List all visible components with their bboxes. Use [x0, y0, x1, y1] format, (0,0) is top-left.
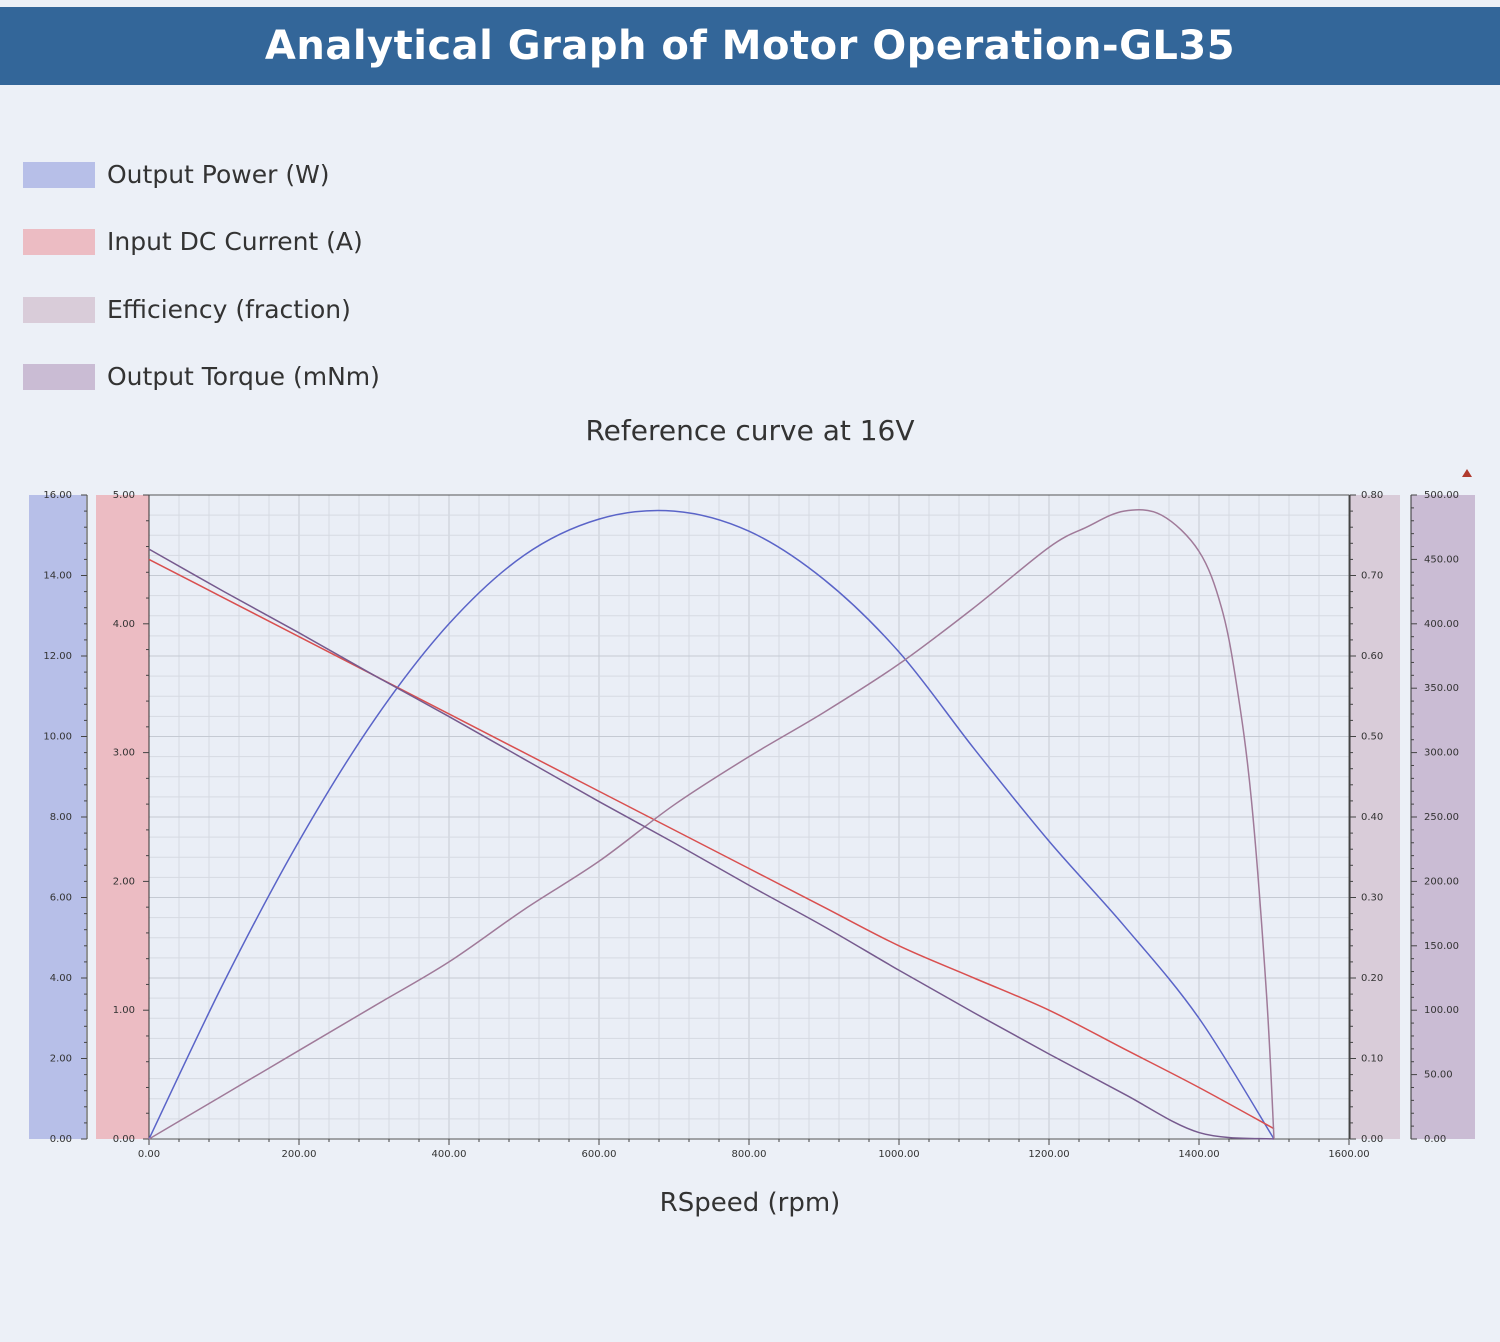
y-tick-label-efficiency: 0.70 [1361, 571, 1383, 582]
axis-band-torque [1411, 495, 1475, 1139]
y-tick-label-efficiency: 0.40 [1361, 812, 1383, 823]
y-tick-label-power: 2.00 [50, 1054, 72, 1065]
axis-marker-icon [1462, 469, 1472, 477]
chart-header-banner: Analytical Graph of Motor Operation-GL35 [0, 7, 1500, 85]
y-tick-label-power: 8.00 [50, 812, 72, 823]
y-tick-label-power: 10.00 [43, 732, 72, 743]
y-tick-label-efficiency: 0.20 [1361, 973, 1383, 984]
y-tick-label-current: 0.00 [113, 1134, 135, 1145]
chart-subtitle: Reference curve at 16V [585, 414, 915, 447]
x-tick-label: 800.00 [732, 1149, 767, 1160]
y-tick-label-current: 3.00 [113, 748, 135, 759]
series-line-power [148, 509, 1275, 1140]
y-tick-label-torque: 450.00 [1424, 554, 1459, 565]
legend-swatch-input-current [23, 228, 95, 255]
y-tick-label-current: 1.00 [113, 1005, 135, 1016]
y-tick-label-torque: 100.00 [1424, 1005, 1459, 1016]
x-tick-label: 1200.00 [1028, 1149, 1069, 1160]
series-line-torque [148, 548, 1275, 1140]
y-tick-label-efficiency: 0.10 [1361, 1054, 1383, 1065]
y-tick-label-power: 6.00 [50, 893, 72, 904]
legend-swatch-output-torque [23, 363, 95, 390]
y-tick-label-efficiency: 0.30 [1361, 893, 1383, 904]
x-tick-label: 1600.00 [1328, 1149, 1369, 1160]
y-tick-label-efficiency: 0.50 [1361, 732, 1383, 743]
axis-band-power [29, 495, 86, 1139]
series-line-current [148, 558, 1275, 1130]
x-tick-label: 1400.00 [1178, 1149, 1219, 1160]
y-tick-label-torque: 500.00 [1424, 490, 1459, 501]
series-line-efficiency [148, 508, 1275, 1140]
axis-band-current [96, 495, 149, 1139]
legend-label-output-torque: Output Torque (mNm) [107, 362, 380, 391]
x-tick-label: 1000.00 [878, 1149, 919, 1160]
y-tick-label-torque: 0.00 [1424, 1134, 1446, 1145]
y-tick-label-current: 2.00 [113, 876, 135, 887]
x-axis-label: RSpeed (rpm) [659, 1188, 841, 1218]
y-tick-label-torque: 250.00 [1424, 812, 1459, 823]
legend-item-output-power: Output Power (W) [23, 160, 443, 189]
legend-label-output-power: Output Power (W) [107, 160, 330, 189]
legend-swatch-output-power [23, 161, 95, 188]
y-tick-label-torque: 150.00 [1424, 941, 1459, 952]
x-tick-label: 400.00 [432, 1149, 467, 1160]
y-tick-label-power: 4.00 [50, 973, 72, 984]
y-tick-label-current: 4.00 [113, 619, 135, 630]
y-tick-label-power: 14.00 [43, 571, 72, 582]
x-tick-label: 200.00 [282, 1149, 317, 1160]
legend-label-input-current: Input DC Current (A) [107, 227, 363, 256]
motor-performance-chart: 0.00 2.00 4.00 6.00 8.00 10.00 12.00 14.00 16.00… [29, 469, 1475, 1160]
axis-band-efficiency [1350, 495, 1400, 1139]
legend-label-efficiency: Efficiency (fraction) [107, 295, 351, 324]
chart-title: Analytical Graph of Motor Operation-GL35 [264, 23, 1236, 69]
y-tick-label-power: 0.00 [50, 1134, 72, 1145]
y-tick-label-power: 12.00 [43, 651, 72, 662]
y-tick-label-torque: 200.00 [1424, 876, 1459, 887]
y-tick-label-efficiency: 0.60 [1361, 651, 1383, 662]
x-tick-label: 600.00 [582, 1149, 617, 1160]
y-tick-label-torque: 400.00 [1424, 619, 1459, 630]
y-tick-label-efficiency: 0.80 [1361, 490, 1383, 501]
y-tick-label-current: 5.00 [113, 490, 135, 501]
y-tick-label-power: 16.00 [43, 490, 72, 501]
legend-swatch-efficiency [23, 296, 95, 323]
legend-item-output-torque: Output Torque (mNm) [23, 362, 443, 391]
y-tick-label-torque: 300.00 [1424, 748, 1459, 759]
y-tick-label-torque: 350.00 [1424, 683, 1459, 694]
y-tick-label-torque: 50.00 [1424, 1070, 1453, 1081]
x-tick-label: 0.00 [138, 1149, 160, 1160]
y-tick-label-efficiency: 0.00 [1361, 1134, 1383, 1145]
legend-item-input-current: Input DC Current (A) [23, 227, 443, 256]
legend-item-efficiency: Efficiency (fraction) [23, 295, 443, 324]
